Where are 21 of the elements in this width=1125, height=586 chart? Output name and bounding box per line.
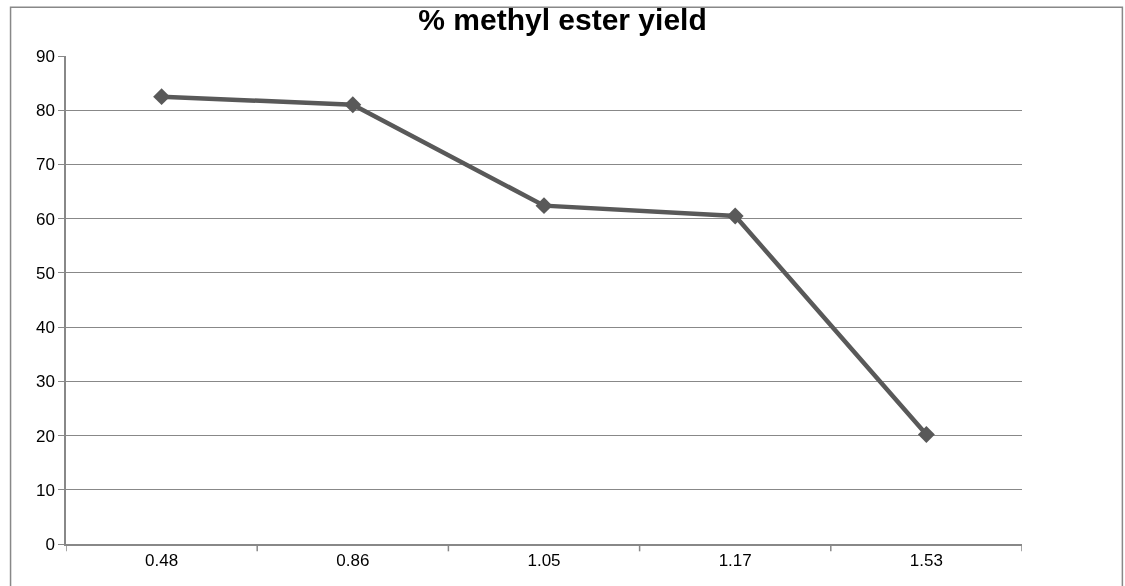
y-tick-label: 30 <box>35 372 55 392</box>
y-tick-label: 80 <box>35 101 55 121</box>
point <box>153 88 171 106</box>
point <box>726 207 744 225</box>
y-tick-label: 10 <box>35 480 55 500</box>
y-tick-label: 90 <box>35 46 55 66</box>
x-tick-label: 1.53 <box>909 551 943 571</box>
x-tick-label: 1.17 <box>718 551 752 571</box>
x-tick-label: 1.05 <box>527 551 561 571</box>
x-tick-label: 0.86 <box>336 551 370 571</box>
y-tick-label: 0 <box>45 534 55 554</box>
y-tick-label: 20 <box>35 426 55 446</box>
y-tick-label: 40 <box>35 318 55 338</box>
point <box>917 426 935 443</box>
x-tick-label: 0.48 <box>145 551 179 571</box>
point <box>535 197 553 215</box>
y-tick-label: 70 <box>35 155 55 175</box>
y-tick-label: 60 <box>35 209 55 229</box>
point <box>344 96 362 114</box>
y-tick-label: 50 <box>35 263 55 283</box>
chart-title: % methyl ester yield <box>418 2 707 36</box>
